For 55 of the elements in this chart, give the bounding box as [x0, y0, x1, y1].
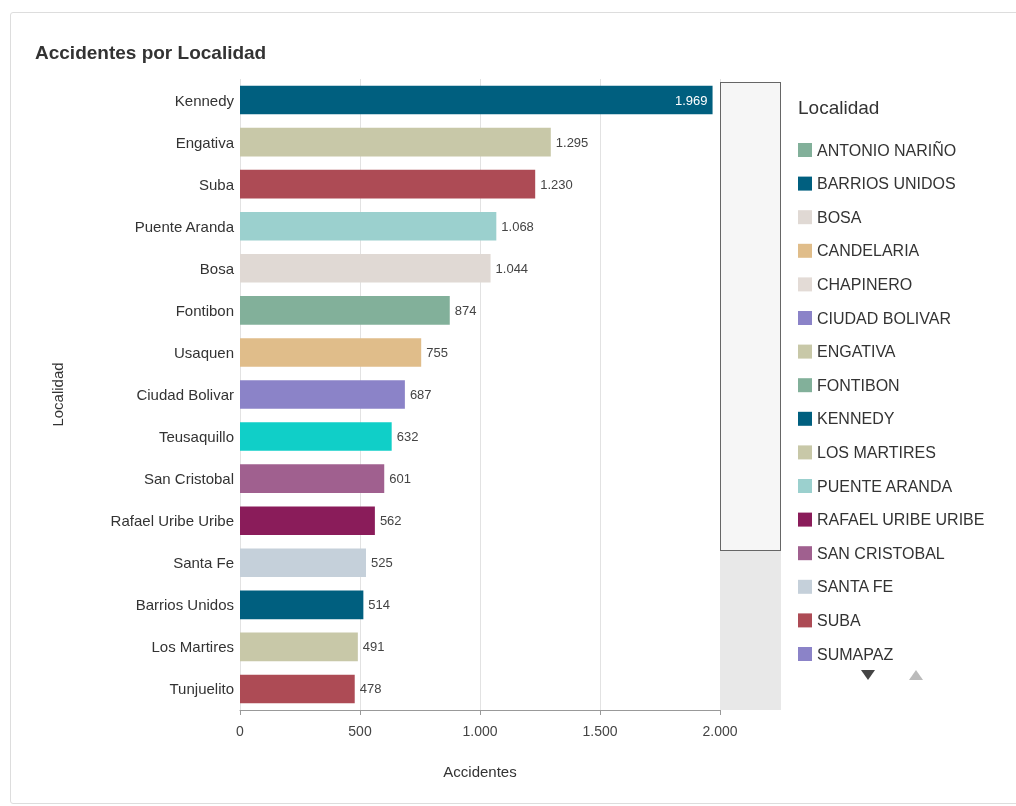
data-label: 632 — [396, 429, 419, 445]
x-tick-label: 0 — [236, 723, 245, 739]
legend-label: SANTA FE — [817, 578, 894, 596]
x-tick-label: 1.000 — [462, 723, 498, 739]
data-label: 1.068 — [501, 218, 534, 234]
legend-label: PUENTE ARANDA — [817, 477, 953, 495]
y-tick-label: Rafael Uribe Uribe — [110, 512, 234, 530]
legend-label: FONTIBON — [817, 376, 900, 394]
y-tick-label: Puente Aranda — [134, 217, 235, 235]
y-tick-label: San Cristobal — [143, 470, 234, 488]
x-axis-title: Accidentes — [443, 763, 517, 780]
legend-label: BOSA — [817, 208, 862, 226]
y-tick-label: Engativa — [175, 133, 235, 151]
legend-label: SAN CRISTOBAL — [817, 544, 945, 562]
data-label: 514 — [368, 597, 391, 613]
legend-label: LOS MARTIRES — [817, 443, 936, 461]
data-label: 601 — [389, 471, 411, 487]
legend-label: ANTONIO NARIÑO — [817, 139, 957, 159]
data-label: 1.295 — [555, 134, 589, 150]
y-tick-label: Tunjuelito — [169, 680, 234, 698]
y-tick-label: Santa Fe — [173, 554, 234, 572]
y-tick-label: Barrios Unidos — [135, 596, 234, 614]
y-tick-label: Teusaquillo — [158, 428, 234, 446]
legend-label: CIUDAD BOLIVAR — [817, 309, 951, 327]
data-label: 687 — [409, 387, 432, 402]
y-tick-label: Kennedy — [174, 91, 235, 109]
legend-title: Localidad — [798, 97, 880, 118]
y-tick-label: Los Martires — [151, 638, 234, 656]
x-tick-label: 1.500 — [582, 723, 618, 739]
y-tick-label: Ciudad Bolivar — [136, 386, 234, 403]
legend-label: SUMAPAZ — [817, 645, 894, 663]
legend-label: KENNEDY — [817, 410, 895, 428]
data-label: 491 — [362, 639, 385, 655]
chart-title: Accidentes por Localidad — [35, 42, 267, 63]
data-label: 525 — [371, 555, 393, 571]
legend-label: SUBA — [817, 611, 861, 629]
legend-label: CHAPINERO — [817, 275, 913, 293]
y-axis-title: Localidad — [49, 362, 66, 427]
x-tick-label: 2.000 — [702, 723, 738, 739]
y-tick-label: Usaquen — [173, 343, 234, 361]
legend-label: RAFAEL URIBE URIBE — [817, 511, 985, 529]
legend-label: CANDELARIA — [817, 242, 920, 260]
legend-label: ENGATIVA — [817, 343, 896, 361]
legend-label: BARRIOS UNIDOS — [817, 175, 956, 193]
y-tick-label: Suba — [198, 175, 235, 193]
x-tick-label: 500 — [348, 723, 372, 739]
data-label: 1.969 — [675, 92, 708, 108]
data-label: 478 — [359, 681, 382, 697]
data-label: 755 — [426, 344, 448, 360]
y-tick-label: Fontibon — [175, 301, 234, 319]
data-label: 874 — [454, 302, 477, 318]
data-label: 562 — [379, 513, 402, 529]
y-tick-label: Bosa — [199, 259, 235, 277]
data-label: 1.044 — [495, 260, 529, 276]
data-label: 1.230 — [540, 176, 573, 192]
